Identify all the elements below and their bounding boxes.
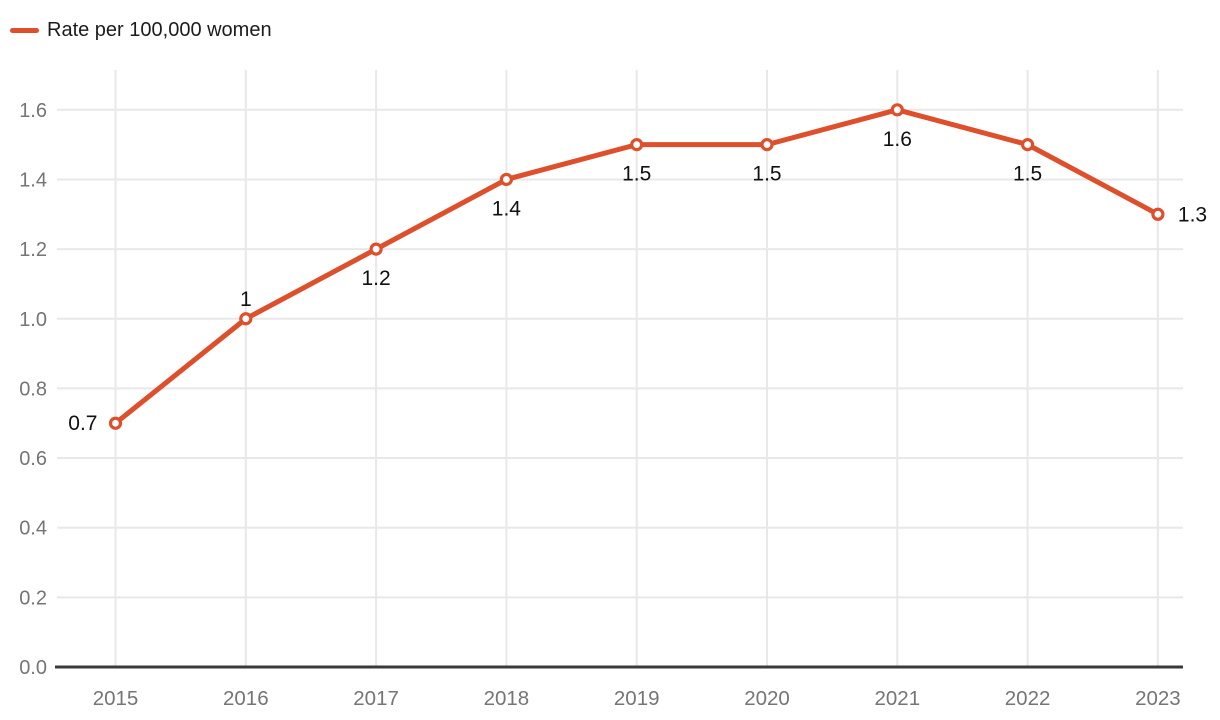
data-point-marker[interactable] bbox=[1151, 207, 1165, 221]
y-tick-label: 0.6 bbox=[19, 448, 47, 470]
x-tick-label: 2020 bbox=[744, 687, 790, 710]
data-point-label: 1.2 bbox=[361, 267, 390, 290]
data-point-marker[interactable] bbox=[890, 103, 904, 117]
y-tick-label: 0.8 bbox=[19, 378, 47, 400]
data-point-marker[interactable] bbox=[499, 172, 513, 187]
x-tick-label: 2023 bbox=[1135, 687, 1181, 710]
data-point-label: 1.3 bbox=[1178, 203, 1207, 226]
x-tick-label: 2015 bbox=[93, 687, 139, 710]
data-point-label: 0.7 bbox=[68, 412, 97, 435]
legend-label: Rate per 100,000 women bbox=[47, 19, 272, 41]
y-tick-label: 1.6 bbox=[19, 100, 47, 122]
data-point-label: 1.5 bbox=[1013, 163, 1042, 186]
data-point-marker[interactable] bbox=[1020, 138, 1035, 152]
y-tick-label: 0.4 bbox=[19, 518, 47, 540]
data-point-marker[interactable] bbox=[239, 312, 253, 326]
data-point-marker[interactable] bbox=[760, 138, 774, 152]
y-tick-label: 0.0 bbox=[19, 657, 47, 679]
data-point-label: 1.6 bbox=[883, 128, 912, 151]
data-point-marker[interactable] bbox=[630, 138, 644, 152]
x-tick-label: 2018 bbox=[484, 687, 530, 710]
y-tick-label: 1.0 bbox=[19, 309, 47, 331]
data-point-label: 1.4 bbox=[492, 197, 522, 220]
x-tick-label: 2021 bbox=[874, 687, 920, 710]
data-point-label: 1.5 bbox=[752, 163, 781, 186]
x-tick-label: 2022 bbox=[1005, 687, 1051, 710]
x-tick-label: 2016 bbox=[223, 687, 269, 710]
y-tick-label: 1.2 bbox=[19, 239, 47, 261]
data-point-label: 1 bbox=[240, 288, 252, 311]
data-point-marker[interactable] bbox=[108, 416, 123, 430]
y-tick-label: 1.4 bbox=[19, 169, 47, 191]
data-point-marker[interactable] bbox=[369, 242, 383, 256]
x-tick-label: 2017 bbox=[353, 687, 399, 710]
x-tick-label: 2019 bbox=[614, 687, 660, 710]
data-point-label: 1.5 bbox=[622, 163, 651, 186]
y-tick-label: 0.2 bbox=[19, 587, 47, 609]
legend-line-swatch-icon bbox=[10, 27, 39, 33]
legend: Rate per 100,000 women bbox=[10, 18, 272, 42]
